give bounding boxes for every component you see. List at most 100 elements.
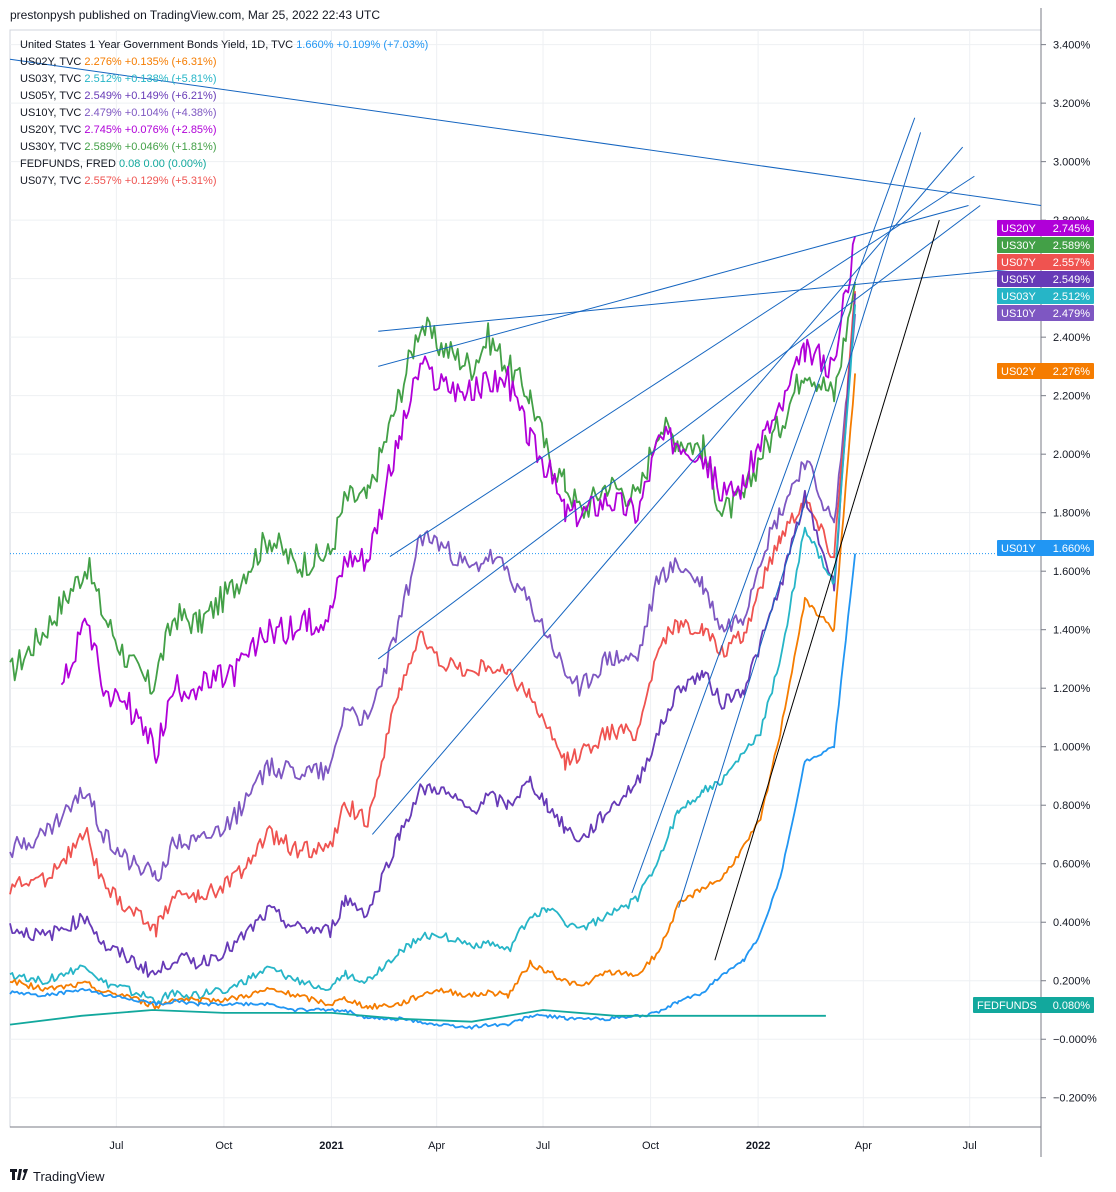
x-tick-label: Oct xyxy=(215,1140,232,1152)
legend-entry: US03Y, TVC 2.512% +0.138% (+5.81%) xyxy=(20,73,217,85)
trendline-3 xyxy=(378,205,969,367)
price-tag-fedfunds xyxy=(973,997,1094,1013)
y-tick-label: 0.800% xyxy=(1053,800,1091,812)
legend-name: US20Y, TVC xyxy=(20,124,84,136)
price-tag-us05y xyxy=(997,271,1094,287)
legend-name: United States 1 Year Government Bonds Yi… xyxy=(20,39,296,51)
x-tick-label: 2022 xyxy=(746,1140,770,1152)
legend-name: US05Y, TVC xyxy=(20,90,84,102)
trendline-layer xyxy=(9,58,1042,961)
y-tick-label: 1.400% xyxy=(1053,625,1091,637)
price-tag-name: US02Y xyxy=(1001,366,1037,378)
series-line-us30y xyxy=(9,281,856,695)
price-tag-name: US03Y xyxy=(1001,291,1037,303)
y-tick-label: 1.600% xyxy=(1053,566,1091,578)
series-line-fedfunds xyxy=(9,1009,826,1026)
price-tag-name: US10Y xyxy=(1001,308,1037,320)
y-tick-label: 1.000% xyxy=(1053,742,1091,754)
legend-name: US03Y, TVC xyxy=(20,73,84,85)
tradingview-footer[interactable]: TradingView xyxy=(10,1166,105,1186)
price-tag-name: US07Y xyxy=(1001,257,1037,269)
price-tag-us20y xyxy=(997,220,1094,236)
trendline-8 xyxy=(678,132,922,908)
price-tag-value: 0.080% xyxy=(1053,1000,1091,1012)
price-tag-value: 2.745% xyxy=(1053,223,1091,235)
trendline-4 xyxy=(389,175,975,557)
y-tick-label: 0.600% xyxy=(1053,859,1091,871)
y-tick-label: 0.200% xyxy=(1053,976,1091,988)
price-tag-value: 2.479% xyxy=(1053,308,1091,320)
price-tag-name: US30Y xyxy=(1001,240,1037,252)
legend-entry: US07Y, TVC 2.557% +0.129% (+5.31%) xyxy=(20,175,217,187)
x-tick-label: Oct xyxy=(642,1140,659,1152)
legend-value: 0.08 0.00 (0.00%) xyxy=(119,158,206,170)
y-tick-label: 2.400% xyxy=(1053,332,1091,344)
y-tick-label: 0.400% xyxy=(1053,917,1091,929)
legend-name: US02Y, TVC xyxy=(20,56,84,68)
trendline-9 xyxy=(714,220,940,961)
series-line-us02y xyxy=(9,373,856,1010)
legend-name: FEDFUNDS, FRED xyxy=(20,158,119,170)
legend-value: 2.479% +0.104% (+4.38%) xyxy=(84,107,216,119)
y-tick-label: 3.200% xyxy=(1053,98,1091,110)
legend-value: 2.745% +0.076% (+2.85%) xyxy=(84,124,216,136)
series-line-us05y xyxy=(9,293,856,978)
y-tick-label: −0.000% xyxy=(1053,1034,1097,1046)
x-tick-label: Jul xyxy=(109,1140,123,1152)
series-line-us07y xyxy=(9,291,856,938)
series-layer xyxy=(9,235,856,1030)
legend-value: 2.276% +0.135% (+6.31%) xyxy=(84,56,216,68)
legend-value: 2.512% +0.138% (+5.81%) xyxy=(84,73,216,85)
chart-grid xyxy=(9,29,1042,1128)
y-tick-label: −0.200% xyxy=(1053,1093,1097,1105)
y-tick-label: 1.200% xyxy=(1053,683,1091,695)
trendline-5 xyxy=(377,205,981,660)
x-tick-label: Apr xyxy=(428,1140,445,1152)
legend-name: US07Y, TVC xyxy=(20,175,84,187)
x-tick-label: 2021 xyxy=(319,1140,343,1152)
price-tag-value: 1.660% xyxy=(1053,543,1091,555)
price-tag-name: US01Y xyxy=(1001,543,1037,555)
tradingview-brand: TradingView xyxy=(33,1168,105,1184)
price-tag-name: FEDFUNDS xyxy=(977,1000,1037,1012)
chart-legend: United States 1 Year Government Bonds Yi… xyxy=(20,39,428,187)
legend-value: 2.549% +0.149% (+6.21%) xyxy=(84,90,216,102)
price-tag-value: 2.512% xyxy=(1053,291,1091,303)
price-tag-us01y xyxy=(997,540,1094,556)
series-line-us20y xyxy=(60,235,856,764)
price-tag-value: 2.549% xyxy=(1053,274,1091,286)
legend-entry: US02Y, TVC 2.276% +0.135% (+6.31%) xyxy=(20,56,217,68)
legend-name: US30Y, TVC xyxy=(20,141,84,153)
x-tick-label: Apr xyxy=(855,1140,872,1152)
price-tag-name: US05Y xyxy=(1001,274,1037,286)
series-line-us10y xyxy=(9,313,856,882)
legend-entry: US10Y, TVC 2.479% +0.104% (+4.38%) xyxy=(20,107,217,119)
y-tick-label: 3.400% xyxy=(1053,40,1091,52)
x-tick-label: Jul xyxy=(536,1140,550,1152)
price-tag-name: US20Y xyxy=(1001,223,1037,235)
price-tag-us03y xyxy=(997,288,1094,304)
price-tag-value: 2.589% xyxy=(1053,240,1091,252)
price-tag-us30y xyxy=(997,237,1094,253)
legend-value: 2.557% +0.129% (+5.31%) xyxy=(84,175,216,187)
y-tick-label: 3.000% xyxy=(1053,157,1091,169)
trendline-6 xyxy=(371,146,964,835)
legend-name: US10Y, TVC xyxy=(20,107,84,119)
price-tag-us07y xyxy=(997,254,1094,270)
legend-value: 1.660% +0.109% (+7.03%) xyxy=(296,39,428,51)
tradingview-logo-icon xyxy=(10,1169,28,1183)
legend-entry: US30Y, TVC 2.589% +0.046% (+1.81%) xyxy=(20,141,217,153)
y-tick-label: 2.000% xyxy=(1053,449,1091,461)
legend-entry: United States 1 Year Government Bonds Yi… xyxy=(20,39,428,51)
publisher-header: prestonpysh published on TradingView.com… xyxy=(10,8,380,22)
trendline-7 xyxy=(631,117,916,894)
x-tick-label: Jul xyxy=(963,1140,977,1152)
price-tag-us02y xyxy=(997,363,1094,379)
legend-entry: US20Y, TVC 2.745% +0.076% (+2.85%) xyxy=(20,124,217,136)
trendline-2 xyxy=(378,266,1035,332)
y-tick-label: 1.800% xyxy=(1053,508,1091,520)
price-tags: US20Y 2.745% US30Y 2.589% US07Y 2.557% US05Y 2.… xyxy=(973,220,1094,1013)
legend-entry: FEDFUNDS, FRED 0.08 0.00 (0.00%) xyxy=(20,158,206,170)
price-tag-us10y xyxy=(997,305,1094,321)
